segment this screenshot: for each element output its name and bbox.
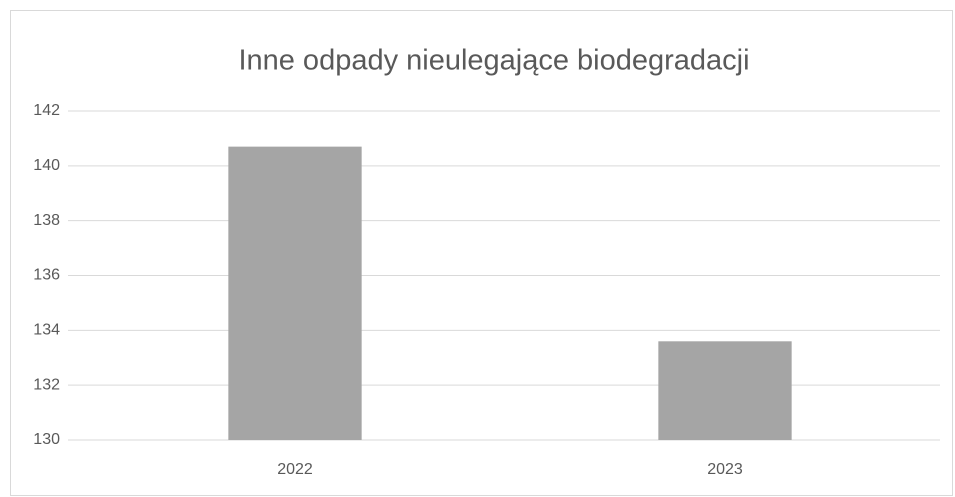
y-tick-label: 134 [33, 322, 60, 339]
y-tick-label: 132 [33, 376, 60, 393]
y-tick-label: 140 [33, 157, 60, 174]
y-tick-label: 138 [33, 212, 60, 229]
x-tick-label: 2022 [277, 461, 313, 478]
x-tick-label: 2023 [707, 461, 743, 478]
chart-border [10, 10, 953, 496]
bar [658, 341, 792, 440]
y-tick-label: 130 [33, 431, 60, 448]
chart-title: Inne odpady nieulegające biodegradacji [238, 45, 749, 77]
bar [228, 146, 362, 440]
y-tick-label: 142 [33, 102, 60, 119]
y-tick-label: 136 [33, 267, 60, 284]
